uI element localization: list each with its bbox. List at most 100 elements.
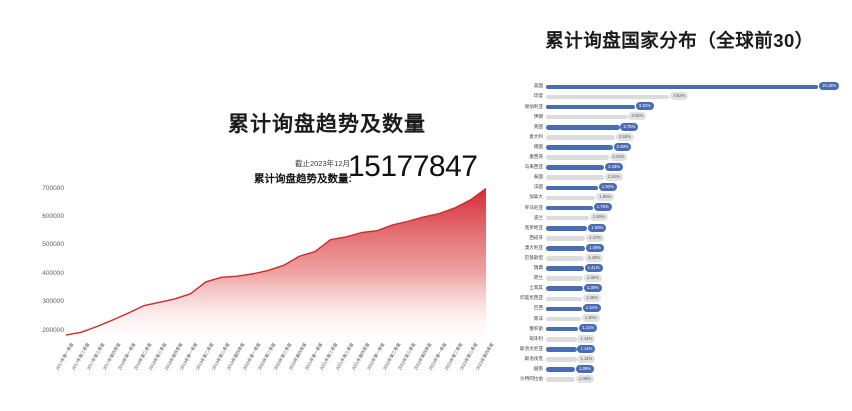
country-bar-track: [546, 377, 575, 382]
country-chart-title: 累计询盘国家分布（全球前30）: [545, 30, 814, 51]
country-bar-row[interactable]: 斯洛伐克 1.14%: [497, 354, 852, 365]
y-axis-tick: 300000: [42, 298, 64, 306]
kpi-label: 累计询盘趋势及数量:: [254, 173, 352, 185]
country-value-pill: 2.16%: [604, 173, 623, 182]
country-bar-row[interactable]: 越南 1.09%: [497, 364, 852, 375]
country-bar-track: [546, 104, 635, 110]
country-bar-row[interactable]: 西班牙 1.47%: [497, 233, 852, 243]
country-bar-track: [546, 316, 581, 322]
country-name-label: 加拿大: [529, 194, 543, 200]
country-bar-row[interactable]: 法国 1.94%: [497, 183, 852, 193]
country-value-pill: 1.08%: [575, 374, 594, 383]
x-axis-tick-labels: 2017年第一季度 2017年第二季度 2017年第三季度 2017年第四季度 2018…: [0, 342, 500, 408]
country-name-label: 美国: [533, 83, 543, 89]
kpi-as-of-date: 截止2023年12月: [294, 159, 350, 168]
country-bar-row[interactable]: 意大利 2.58%: [497, 132, 852, 142]
country-name-label: 保加利亚: [524, 103, 543, 109]
trend-chart-panel: 累计询盘趋势及数量 截止2023年12月 累计询盘趋势及数量: 15177847…: [0, 113, 500, 408]
country-name-label: 法国: [533, 184, 543, 190]
country-value-pill: 1.30%: [581, 314, 600, 323]
country-bar-track: [546, 225, 588, 231]
country-bar-row[interactable]: 克罗地亚 1.55%: [497, 223, 852, 233]
country-name-label: 匈牙利: [529, 335, 543, 341]
country-bar-row[interactable]: 波兰 1.60%: [497, 213, 852, 223]
country-value-pill: 1.34%: [582, 304, 601, 313]
country-bar-row[interactable]: 土耳其 1.38%: [497, 284, 852, 294]
country-bar-track: [546, 165, 605, 170]
country-bar-track: [546, 145, 613, 150]
country-bar-row[interactable]: 沙特阿拉伯 1.08%: [497, 374, 852, 385]
country-value-pill: 1.94%: [598, 183, 617, 192]
country-bar-track: [546, 306, 582, 312]
country-name-label: 斯洛伐克: [524, 355, 543, 361]
kpi-block: 截止2023年12月 累计询盘趋势及数量: 15177847: [232, 150, 478, 200]
country-bar-track: [546, 215, 589, 221]
country-name-label: 罗马尼亚: [524, 204, 543, 210]
country-name-label: 波兰: [533, 214, 543, 220]
country-bar-row[interactable]: 保加利亚 3.32%: [497, 102, 852, 112]
country-bar-row[interactable]: 斯洛文尼亚 1.14%: [497, 344, 852, 354]
country-bar-track: [546, 326, 579, 332]
country-value-pill: 3.32%: [635, 102, 654, 111]
country-bar-row[interactable]: 印度尼西亚 1.35%: [497, 294, 852, 304]
country-bar-track: [546, 114, 628, 120]
country-value-pill: 2.49%: [613, 142, 632, 151]
country-bar-track: [546, 336, 577, 342]
country-bar-track: [546, 266, 584, 271]
country-bar-row[interactable]: 罗马尼亚 1.75%: [497, 203, 852, 213]
country-bar-track: [546, 195, 596, 201]
country-name-label: 泰国: [533, 174, 543, 180]
country-bar-row[interactable]: 巴基斯坦 1.43%: [497, 253, 852, 264]
country-bar-row[interactable]: 德国 2.49%: [497, 142, 852, 153]
trend-chart-title: 累计询盘趋势及数量: [228, 113, 426, 136]
trend-area-series: [66, 187, 486, 345]
country-bar-track: [546, 246, 585, 251]
country-bar-row[interactable]: 英国 2.75%: [497, 122, 852, 132]
country-name-label: 德国: [533, 143, 543, 149]
country-bar-track: [546, 135, 615, 140]
trend-plot-area: 200000 300000 400000 500000 600000 700000: [0, 180, 500, 345]
country-bar-track: [546, 94, 670, 100]
country-bar-row[interactable]: 印度 4.62%: [497, 92, 852, 102]
country-name-label: 土耳其: [529, 285, 543, 291]
country-value-pill: 1.46%: [586, 243, 604, 252]
country-name-label: 意大利: [529, 133, 543, 139]
country-bar-row[interactable]: 俄罗斯 1.21%: [497, 324, 852, 334]
country-bar-row[interactable]: 澳大利亚 1.46%: [497, 243, 852, 254]
country-bar-list: 美国 10.18% 印度 4.62% 保加利亚 3.32% 伊朗 3.05% 英国 2.75% 意大…: [497, 82, 852, 385]
country-name-label: 瑞典: [533, 265, 543, 271]
country-name-label: 巴基斯坦: [524, 254, 543, 260]
country-name-label: 荷兰: [533, 275, 543, 281]
country-bar-track: [546, 286, 583, 292]
country-bar-track: [546, 175, 604, 181]
country-value-pill: 2.18%: [605, 162, 624, 171]
country-bar-row[interactable]: 伊朗 3.05%: [497, 112, 852, 122]
country-value-pill: 1.38%: [583, 273, 602, 282]
country-bar-row[interactable]: 加拿大 1.85%: [497, 193, 852, 203]
country-name-label: 墨西哥: [529, 154, 543, 160]
country-name-label: 俄罗斯: [529, 325, 543, 331]
country-value-pill: 1.35%: [583, 294, 601, 303]
country-bar-track: [546, 84, 818, 90]
country-bar-row[interactable]: 匈牙利 1.14%: [497, 334, 852, 344]
country-value-pill: 2.58%: [615, 132, 634, 141]
country-name-label: 西班牙: [529, 234, 543, 240]
country-bar-row[interactable]: 南非 1.30%: [497, 314, 852, 324]
country-bar-track: [546, 357, 577, 362]
country-bar-row[interactable]: 墨西哥 2.34%: [497, 152, 852, 163]
country-bar-row[interactable]: 美国 10.18%: [497, 82, 852, 92]
country-name-label: 马来西亚: [524, 164, 543, 170]
country-bar-row[interactable]: 马来西亚 2.18%: [497, 162, 852, 173]
country-name-label: 印度: [533, 93, 543, 99]
country-bar-row[interactable]: 荷兰 1.38%: [497, 273, 852, 284]
country-value-pill: 1.38%: [583, 284, 602, 293]
country-bar-track: [546, 185, 598, 191]
country-bar-row[interactable]: 瑞典 1.41%: [497, 263, 852, 274]
country-bar-track: [546, 296, 583, 302]
country-value-pill: 3.05%: [628, 112, 647, 121]
country-bar-row[interactable]: 巴西 1.34%: [497, 304, 852, 314]
country-name-label: 巴西: [533, 305, 543, 311]
country-bar-row[interactable]: 泰国 2.16%: [497, 173, 852, 183]
country-name-label: 沙特阿拉伯: [520, 376, 543, 382]
